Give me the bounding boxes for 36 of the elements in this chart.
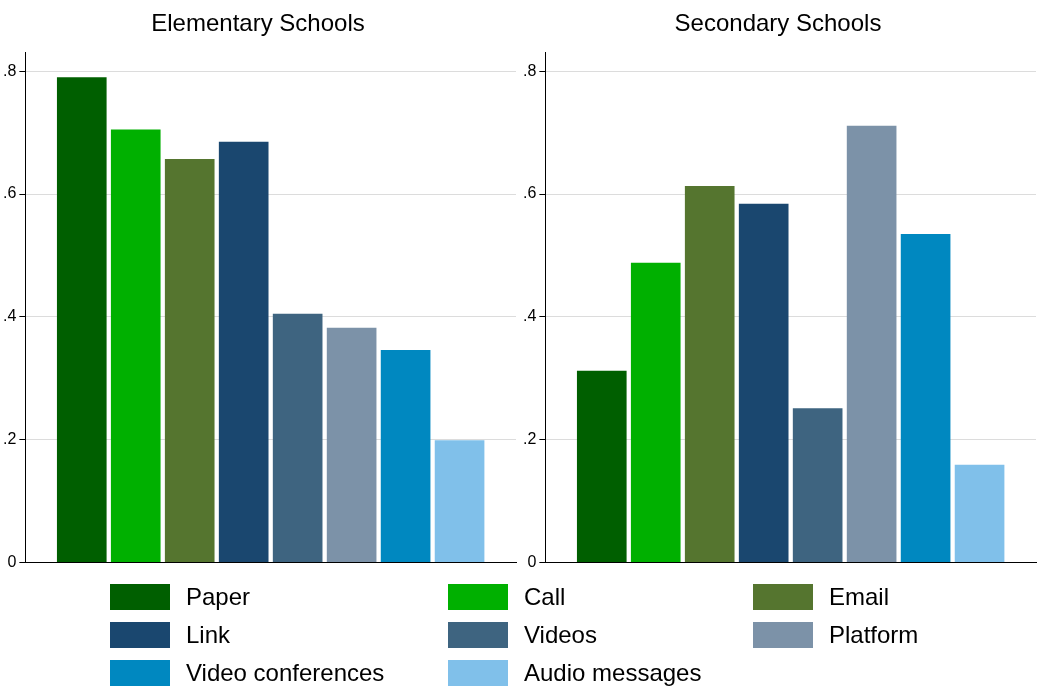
bar [56,77,107,562]
y-tick-label: 0 [7,552,17,570]
y-tick-label: .4 [523,307,537,325]
bar [954,464,1005,562]
y-tick-label: .8 [3,61,17,79]
bar [110,129,161,562]
bar [846,125,897,562]
legend-label: Audio messages [524,659,702,686]
chart-title: Elementary Schools [151,9,365,37]
bar [738,203,789,562]
bar [380,349,431,562]
bar [792,408,843,562]
bar [630,262,681,562]
legend-label: Email [829,583,890,611]
chart-title: Secondary Schools [674,9,882,37]
bar [434,440,485,562]
legend-label: Call [524,583,566,611]
legend-label: Link [186,621,231,649]
legend-label: Video conferences [186,659,385,686]
y-tick-label: .6 [523,184,537,202]
legend-label: Platform [829,621,919,649]
y-tick-label: 0 [527,552,537,570]
bar [576,370,627,562]
bar [218,141,269,562]
bar [326,327,377,562]
bar [164,159,215,562]
y-tick-label: .2 [3,430,17,448]
y-tick-label: .2 [523,430,537,448]
legend-label: Paper [186,583,251,611]
y-tick-label: .8 [523,61,537,79]
bar [900,233,951,562]
y-tick-label: .4 [3,307,17,325]
bar [684,186,735,562]
y-tick-label: .6 [3,184,17,202]
bar [272,313,323,562]
legend-label: Videos [524,621,597,649]
